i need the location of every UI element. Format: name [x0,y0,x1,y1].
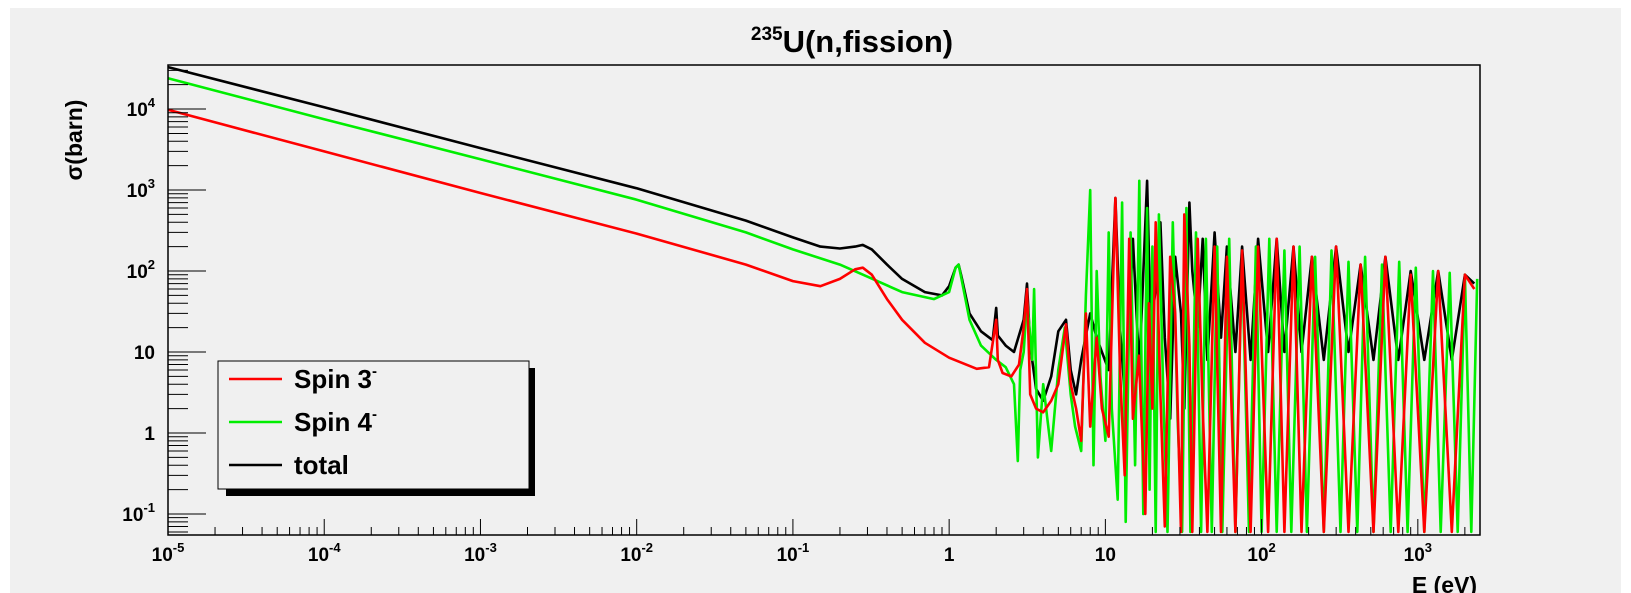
x-tick-label: 10-5 [152,540,185,566]
legend-entries: Spin 3- Spin 4- total [229,363,377,480]
legend-box [217,360,530,490]
x-tick-label: 10-1 [777,540,810,566]
x-tick-label: 10 [1095,545,1116,566]
x-axis-label: E (eV) [1412,572,1477,593]
x-tick-label: 10-4 [308,540,341,566]
x-tick-label: 10-3 [464,540,497,566]
y-tick-label: 103 [127,176,155,202]
y-tick-label: 10-1 [122,500,155,526]
y-tick-label: 10 [134,343,155,364]
legend-label: Spin 4- [294,406,377,437]
x-tick-label: 1 [944,545,955,566]
series-layer [167,65,1479,534]
chart-title: 235U(n,fission) [751,24,953,59]
x-tick-label: 102 [1247,540,1275,566]
y-tick-label: 1 [144,424,155,445]
legend-label: total [294,450,349,480]
plot-frame [167,64,1481,536]
y-tick-label: 102 [127,257,155,283]
axes-layer: 10-5 10-4 10-3 10-2 10-1 1 10 102 103 10-1 1 10 102 1… [122,69,1466,566]
series-line-spin-3 [167,108,1476,534]
x-tick-label: 103 [1404,540,1432,566]
y-tick-label: 104 [127,95,156,121]
y-axis-label: σ(barn) [61,100,87,181]
legend-label: Spin 3- [294,363,377,394]
legend: Spin 3- Spin 4- total [217,360,535,496]
x-tick-label: 10-2 [620,540,653,566]
